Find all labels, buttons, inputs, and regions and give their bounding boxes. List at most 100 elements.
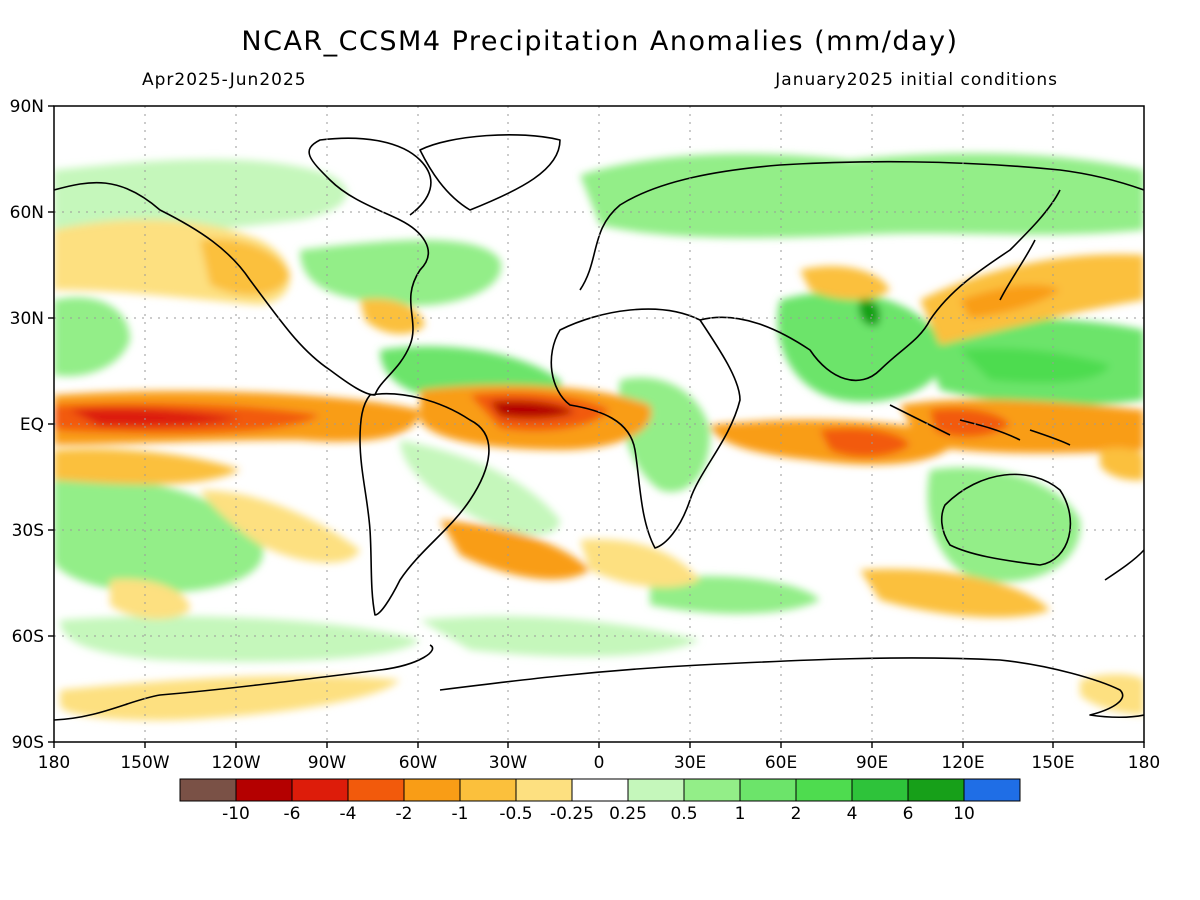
colorbar-label: -6 <box>284 804 301 824</box>
anomaly-region <box>70 407 240 427</box>
anomaly-region <box>777 292 944 402</box>
coastline-antarctica <box>54 644 1144 721</box>
colorbar-labels: -10 -6 -4 -2 -1 -0.5 -0.25 0.25 0.5 1 2 4 6 10 <box>222 804 975 824</box>
anomaly-region <box>960 348 1110 383</box>
anomaly-region <box>200 239 290 296</box>
colorbar-swatch <box>403 778 461 802</box>
coastline-south-america <box>359 392 490 616</box>
colorbar-label: -0.5 <box>499 804 532 824</box>
colorbar-swatch <box>795 778 853 802</box>
coastline-africa <box>550 308 741 549</box>
positive-anomalies <box>54 153 1144 662</box>
lon-label: 150E <box>1031 753 1074 773</box>
coastline-europe-asia <box>579 160 1144 382</box>
colorbar-label: -2 <box>396 804 413 824</box>
colorbar-label: 2 <box>791 804 802 824</box>
colorbar-swatch <box>459 778 517 802</box>
anomaly-region <box>54 159 347 237</box>
colorbar: -10 -6 -4 -2 -1 -0.5 -0.25 0.25 0.5 1 2 4 6 10 <box>179 778 1021 824</box>
coastline-new-zealand <box>1104 549 1144 581</box>
anomaly-region <box>360 298 425 335</box>
colorbar-label: -0.25 <box>550 804 594 824</box>
anomaly-region <box>200 490 360 563</box>
anomaly-region <box>960 284 1060 318</box>
colorbar-label: 6 <box>903 804 914 824</box>
colorbar-label: 10 <box>953 804 975 824</box>
colorbar-swatch <box>683 778 741 802</box>
colorbar-label: 1 <box>735 804 746 824</box>
anomaly-region <box>60 616 420 662</box>
colorbar-swatch <box>851 778 909 802</box>
lon-label: 90E <box>856 753 888 773</box>
lon-label: 60W <box>399 753 438 773</box>
anomaly-region <box>110 579 190 620</box>
colorbar-swatch <box>515 778 573 802</box>
anomaly-region <box>54 297 130 377</box>
anomaly-region <box>54 478 264 593</box>
lat-label: 60N <box>10 203 44 223</box>
longitude-labels: 180 150W 120W 90W 60W 30W 0 30E 60E 90E … <box>38 753 1160 773</box>
coastline-japan <box>999 239 1036 301</box>
latitude-labels: 90N 60N 30N EQ 30S 60S 90S <box>10 97 44 753</box>
anomaly-region <box>60 675 400 721</box>
colorbar-swatch <box>291 778 349 802</box>
colorbar-swatch <box>907 778 965 802</box>
graticule <box>54 106 1144 742</box>
lat-label: 90N <box>10 97 44 117</box>
coastlines <box>54 134 1144 721</box>
colorbar-swatch <box>235 778 293 802</box>
colorbar-swatch <box>739 778 797 802</box>
lon-label: 60E <box>765 753 797 773</box>
anomaly-layer <box>54 153 1144 721</box>
colorbar-label: 0.5 <box>670 804 697 824</box>
lon-label: 30W <box>489 753 528 773</box>
lon-label: 180 <box>38 753 70 773</box>
colorbar-label: -4 <box>340 804 357 824</box>
anomaly-region <box>54 448 240 485</box>
anomaly-region <box>650 576 820 614</box>
lon-label: 180 <box>1128 753 1160 773</box>
anomaly-region <box>800 266 890 300</box>
lon-label: 120W <box>211 753 260 773</box>
negative-anomalies <box>54 219 1144 721</box>
anomaly-region <box>300 240 502 306</box>
anomaly-region <box>820 428 910 457</box>
anomaly-region <box>440 520 590 580</box>
colorbar-label: -10 <box>222 804 250 824</box>
lat-label: EQ <box>20 415 44 435</box>
colorbar-swatches <box>179 778 1021 802</box>
lon-label: 120E <box>941 753 984 773</box>
lat-label: 60S <box>12 627 44 647</box>
lat-label: 30S <box>12 521 44 541</box>
anomaly-region <box>580 153 1144 238</box>
lon-label: 150W <box>120 753 169 773</box>
lat-label: 90S <box>12 733 44 753</box>
colorbar-swatch <box>963 778 1021 802</box>
lon-label: 0 <box>594 753 605 773</box>
anomaly-region <box>858 299 881 326</box>
anomaly-region <box>1080 674 1144 715</box>
coastline-greenland <box>419 134 561 211</box>
colorbar-swatch <box>179 778 237 802</box>
coastline-north-america <box>54 137 432 396</box>
lon-label: 30E <box>674 753 706 773</box>
anomaly-region <box>400 440 560 535</box>
anomaly-region <box>927 467 1081 582</box>
colorbar-swatch <box>571 778 629 802</box>
initial-conditions: January2025 initial conditions <box>775 70 1058 90</box>
anomaly-region <box>580 539 700 588</box>
colorbar-label: 4 <box>847 804 858 824</box>
lat-label: 30N <box>10 309 44 329</box>
map-title: NCAR_CCSM4 Precipitation Anomalies (mm/d… <box>241 26 959 57</box>
colorbar-swatch <box>627 778 685 802</box>
anomaly-region <box>860 569 1050 618</box>
coastline-maritime-continent <box>889 404 1071 446</box>
forecast-period: Apr2025-Jun2025 <box>142 70 307 90</box>
anomaly-region <box>1100 447 1144 481</box>
lon-label: 90W <box>308 753 347 773</box>
colorbar-label: -1 <box>452 804 469 824</box>
colorbar-label: 0.25 <box>609 804 647 824</box>
colorbar-swatch <box>347 778 405 802</box>
anomaly-region <box>490 400 575 419</box>
